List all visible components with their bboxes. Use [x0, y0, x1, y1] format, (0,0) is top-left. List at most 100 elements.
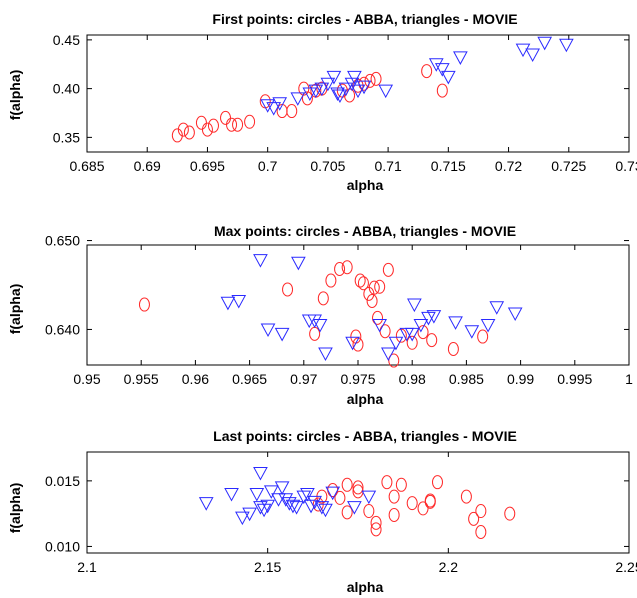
circle-point [138, 297, 150, 312]
circle-point [374, 279, 386, 294]
circle-point [370, 522, 382, 537]
triangle-point [428, 58, 444, 72]
scatter-panel-last: Last points: circles - ABBA, triangles -… [7, 428, 637, 595]
triangle-point [282, 497, 297, 511]
circle-point [382, 262, 394, 277]
chart-title: First points: circles - ABBA, triangles … [212, 11, 517, 27]
triangle-point [314, 82, 330, 97]
triangle-point [372, 319, 388, 333]
circle-point [327, 483, 339, 498]
circle-point [232, 117, 244, 132]
triangle-point [332, 89, 348, 103]
y-tick-label: 0.45 [53, 32, 80, 48]
circle-point [226, 117, 238, 132]
triangle-point [285, 499, 301, 514]
y-tick-label: 0.40 [53, 81, 80, 97]
circle-point [183, 125, 195, 140]
triangle-point [266, 102, 282, 116]
circle-point [366, 294, 378, 308]
y-tick-label: 0.640 [45, 321, 80, 337]
triangle-point [330, 87, 345, 102]
x-tick-label: 0.95 [73, 371, 100, 387]
triangle-point [318, 347, 333, 361]
circle-point [406, 335, 418, 350]
circle-point [381, 475, 393, 490]
circle-point [424, 494, 436, 509]
circle-point [352, 337, 364, 352]
triangle-point [272, 97, 288, 111]
circle-point [421, 64, 433, 79]
triangle-point [407, 298, 422, 313]
triangle-point [525, 48, 540, 63]
circle-point [358, 76, 370, 91]
circle-point [341, 477, 353, 492]
triangle-point [231, 295, 247, 309]
triangle-point [381, 347, 396, 361]
triangle-point [507, 307, 523, 321]
x-tick-label: 0.69 [134, 158, 161, 174]
chart-title: Last points: circles - ABBA, triangles -… [213, 428, 517, 444]
triangle-point [464, 325, 480, 339]
x-tick-label: 0.695 [190, 158, 225, 174]
triangle-point [289, 501, 304, 515]
x-tick-label: 0.71 [374, 158, 401, 174]
circle-point [395, 328, 407, 343]
triangle-point [338, 82, 354, 97]
triangle-point [256, 503, 272, 518]
circle-point [417, 325, 429, 340]
y-tick-label: 0.650 [45, 233, 80, 249]
plot-frame [86, 451, 630, 554]
triangle-point [489, 301, 505, 315]
circle-point [207, 118, 219, 133]
triangle-point [263, 485, 279, 499]
circle-point [388, 353, 400, 368]
triangle-point [448, 316, 463, 330]
x-tick-label: 2.25 [615, 559, 637, 575]
circle-point [352, 480, 364, 495]
circle-point [334, 262, 346, 276]
triangle-point [350, 84, 366, 99]
circle-point [325, 273, 337, 288]
x-tick-label: 2.15 [254, 559, 281, 575]
x-tick-label: 0.995 [557, 371, 592, 387]
x-tick-label: 0.96 [182, 371, 209, 387]
triangle-point [260, 323, 276, 337]
triangle-point [290, 92, 306, 106]
y-axis-label: f(alpha) [7, 70, 23, 121]
circle-point [370, 515, 382, 530]
circle-point [341, 260, 353, 275]
triangle-point [242, 507, 257, 522]
circle-point [317, 291, 329, 306]
circle-point [195, 115, 207, 130]
circle-point [504, 506, 516, 521]
x-tick-label: 2.2 [439, 559, 459, 575]
triangle-point [224, 487, 239, 502]
triangle-point [345, 336, 360, 351]
circle-point [424, 493, 436, 508]
x-tick-label: 0.685 [69, 158, 104, 174]
triangle-point [356, 80, 372, 95]
circle-point [477, 329, 489, 344]
triangle-point [260, 499, 276, 514]
circle-point [468, 511, 480, 526]
triangle-point [296, 490, 312, 505]
triangle-point [308, 84, 324, 99]
triangle-point [320, 77, 336, 92]
x-tick-label: 0.965 [232, 371, 267, 387]
triangle-point [307, 495, 322, 510]
circle-point [309, 326, 321, 341]
circle-point [350, 329, 362, 344]
circle-point [475, 504, 487, 519]
triangle-point [302, 87, 318, 102]
y-tick-label: 0.35 [53, 129, 80, 145]
x-tick-label: 0.725 [551, 158, 586, 174]
circle-point [177, 122, 189, 137]
circle-point [301, 91, 313, 106]
triangle-point [314, 501, 330, 515]
scatter-panel-max: Max points: circles - ABBA, triangles - … [7, 223, 633, 407]
circle-point [431, 475, 443, 490]
triangle-point [378, 84, 394, 99]
x-tick-label: 0.73 [615, 158, 637, 174]
triangle-point [300, 487, 315, 502]
